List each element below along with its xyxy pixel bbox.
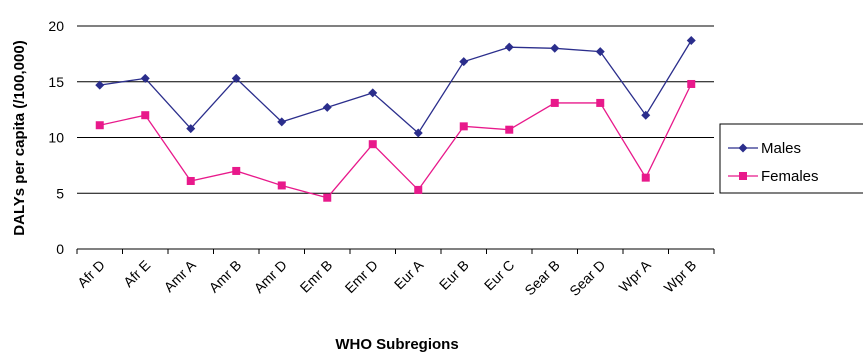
x-tick-label: Afr D <box>74 257 108 291</box>
data-point-males <box>550 43 560 53</box>
data-point-males <box>641 110 651 120</box>
y-tick-label: 0 <box>56 241 64 257</box>
data-point-males <box>595 47 605 57</box>
data-point-females <box>141 111 150 120</box>
legend-label-females: Females <box>761 168 819 185</box>
x-axis: Afr D Afr E Amr A Amr B Amr D Emr B Emr D Eur A… <box>74 248 715 299</box>
series-females <box>95 79 696 202</box>
data-point-females <box>232 166 241 175</box>
data-point-females <box>687 79 696 88</box>
legend-marker-females <box>739 172 747 180</box>
data-point-females <box>641 173 650 182</box>
data-point-females <box>368 140 377 149</box>
data-point-males <box>95 80 105 90</box>
x-tick-label: Emr B <box>297 257 336 296</box>
legend-marker-males <box>738 143 748 153</box>
legend-label-males: Males <box>761 140 801 157</box>
data-point-females <box>596 98 605 107</box>
legend: Males Females <box>719 123 863 194</box>
y-axis-ticks: 0 5 10 15 20 <box>48 18 64 257</box>
data-point-males <box>322 102 332 112</box>
data-point-males <box>504 42 514 52</box>
data-point-males <box>686 35 696 45</box>
data-point-females <box>186 176 195 185</box>
data-point-males <box>186 124 196 134</box>
series-line-males <box>99 40 692 135</box>
y-axis-title: DALYs per capita (/100,000) <box>11 40 28 235</box>
x-tick-label: Amr A <box>161 256 200 295</box>
legend-item-males: Males <box>728 140 801 157</box>
data-point-males <box>459 57 469 67</box>
y-tick-label: 10 <box>48 130 64 146</box>
data-point-males <box>277 117 287 127</box>
x-tick-label: Wpr B <box>661 257 700 296</box>
x-tick-label: Eur C <box>481 257 518 294</box>
x-tick-label: Sear D <box>566 257 608 299</box>
x-axis-title: WHO Subregions <box>335 336 458 353</box>
data-point-females <box>550 98 559 107</box>
x-tick-label: Afr E <box>120 257 153 290</box>
data-point-males <box>231 73 241 83</box>
x-tick-label: Sear B <box>521 257 563 299</box>
legend-item-females: Females <box>728 168 819 185</box>
gridlines <box>77 25 714 194</box>
series-group <box>95 35 696 202</box>
y-tick-label: 20 <box>48 18 64 34</box>
data-point-males <box>140 73 150 83</box>
data-point-females <box>414 185 423 194</box>
data-point-females <box>277 181 286 190</box>
series-males <box>95 35 696 138</box>
x-tick-label: Amr D <box>251 257 290 296</box>
data-point-females <box>459 122 468 131</box>
data-point-males <box>413 128 423 138</box>
x-tick-label: Eur B <box>436 257 472 293</box>
x-tick-label: Amr B <box>206 257 245 296</box>
data-point-females <box>505 125 514 134</box>
series-line-females <box>99 83 692 199</box>
x-tick-label: Emr D <box>342 257 381 296</box>
x-tick-label: Wpr A <box>616 256 655 295</box>
y-tick-label: 15 <box>48 74 64 90</box>
legend-box <box>719 123 863 194</box>
data-point-females <box>323 193 332 202</box>
y-tick-label: 5 <box>56 185 64 201</box>
data-point-females <box>95 121 104 130</box>
x-tick-label: Eur A <box>391 256 427 292</box>
data-point-males <box>368 88 378 98</box>
